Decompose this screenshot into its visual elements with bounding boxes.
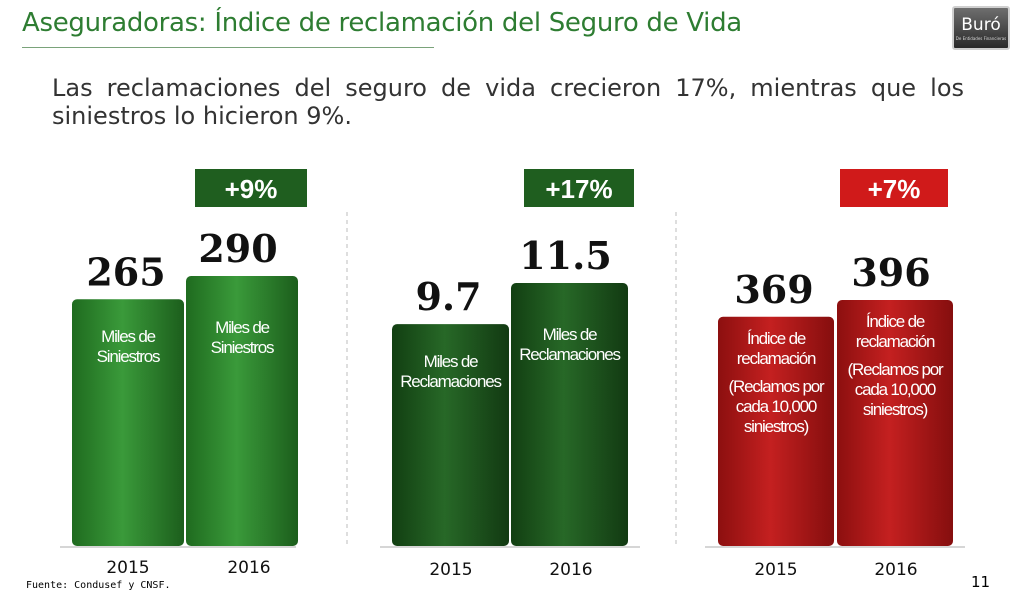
bar-label-text: Miles de Siniestros — [210, 318, 275, 357]
bar-label: Índice de reclamación (Reclamos por cada … — [724, 329, 828, 437]
bar-label-text: Miles de Reclamaciones — [400, 352, 502, 392]
bar-label: Miles de Reclamaciones — [517, 325, 622, 365]
bar-label-text: Índice de reclamación — [855, 312, 936, 351]
category-label: 2016 — [227, 558, 270, 578]
page-number: 11 — [971, 573, 991, 591]
title-underline — [22, 47, 434, 48]
bar-label: Miles de Siniestros — [192, 318, 292, 358]
page-title: Aseguradoras: Índice de reclamación del … — [22, 8, 742, 38]
category-label: 2015 — [429, 560, 472, 580]
change-label: +7% — [868, 174, 921, 204]
bar-label: Miles de Siniestros — [78, 327, 178, 367]
buro-logo: Buró De Entidades Financieras — [952, 6, 1010, 50]
category-label: 2016 — [874, 560, 917, 580]
bar — [718, 316, 834, 546]
bar-label: Miles de Reclamaciones — [398, 352, 503, 392]
bar — [186, 276, 298, 546]
value-label: 9.7 — [415, 274, 481, 319]
bar-label-text: Índice de reclamación — [736, 328, 817, 368]
bar-sublabel-text: (Reclamos por cada 10,000 siniestros) — [847, 360, 944, 419]
value-label: 11.5 — [519, 233, 612, 278]
bar — [72, 299, 184, 546]
change-badge — [524, 169, 634, 207]
logo-text: Buró — [961, 15, 1001, 35]
logo-subtext: De Entidades Financieras — [955, 36, 1007, 41]
bar-label-text: Miles de Siniestros — [96, 327, 161, 367]
change-label: +9% — [225, 174, 278, 204]
bar — [837, 300, 953, 546]
category-label: 2015 — [754, 560, 797, 580]
value-label: 369 — [734, 267, 813, 312]
bar-label-text: Miles de Reclamaciones — [519, 325, 621, 364]
bar — [511, 283, 628, 546]
change-badge — [840, 169, 948, 207]
page-subtitle: Las reclamaciones del seguro de vida cre… — [52, 74, 964, 130]
category-label: 2015 — [106, 558, 149, 578]
change-badge — [195, 169, 307, 207]
value-label: 396 — [851, 250, 930, 295]
value-label: 265 — [86, 249, 165, 294]
category-label: 2016 — [549, 560, 592, 580]
value-label: 290 — [198, 226, 277, 271]
source-footnote: Fuente: Condusef y CNSF. — [26, 580, 171, 591]
change-label: +17% — [545, 174, 612, 204]
bar-label: Índice de reclamación (Reclamos por cada … — [843, 312, 947, 420]
bar-sublabel-text: (Reclamos por cada 10,000 siniestros) — [728, 376, 825, 436]
bar — [392, 324, 509, 546]
